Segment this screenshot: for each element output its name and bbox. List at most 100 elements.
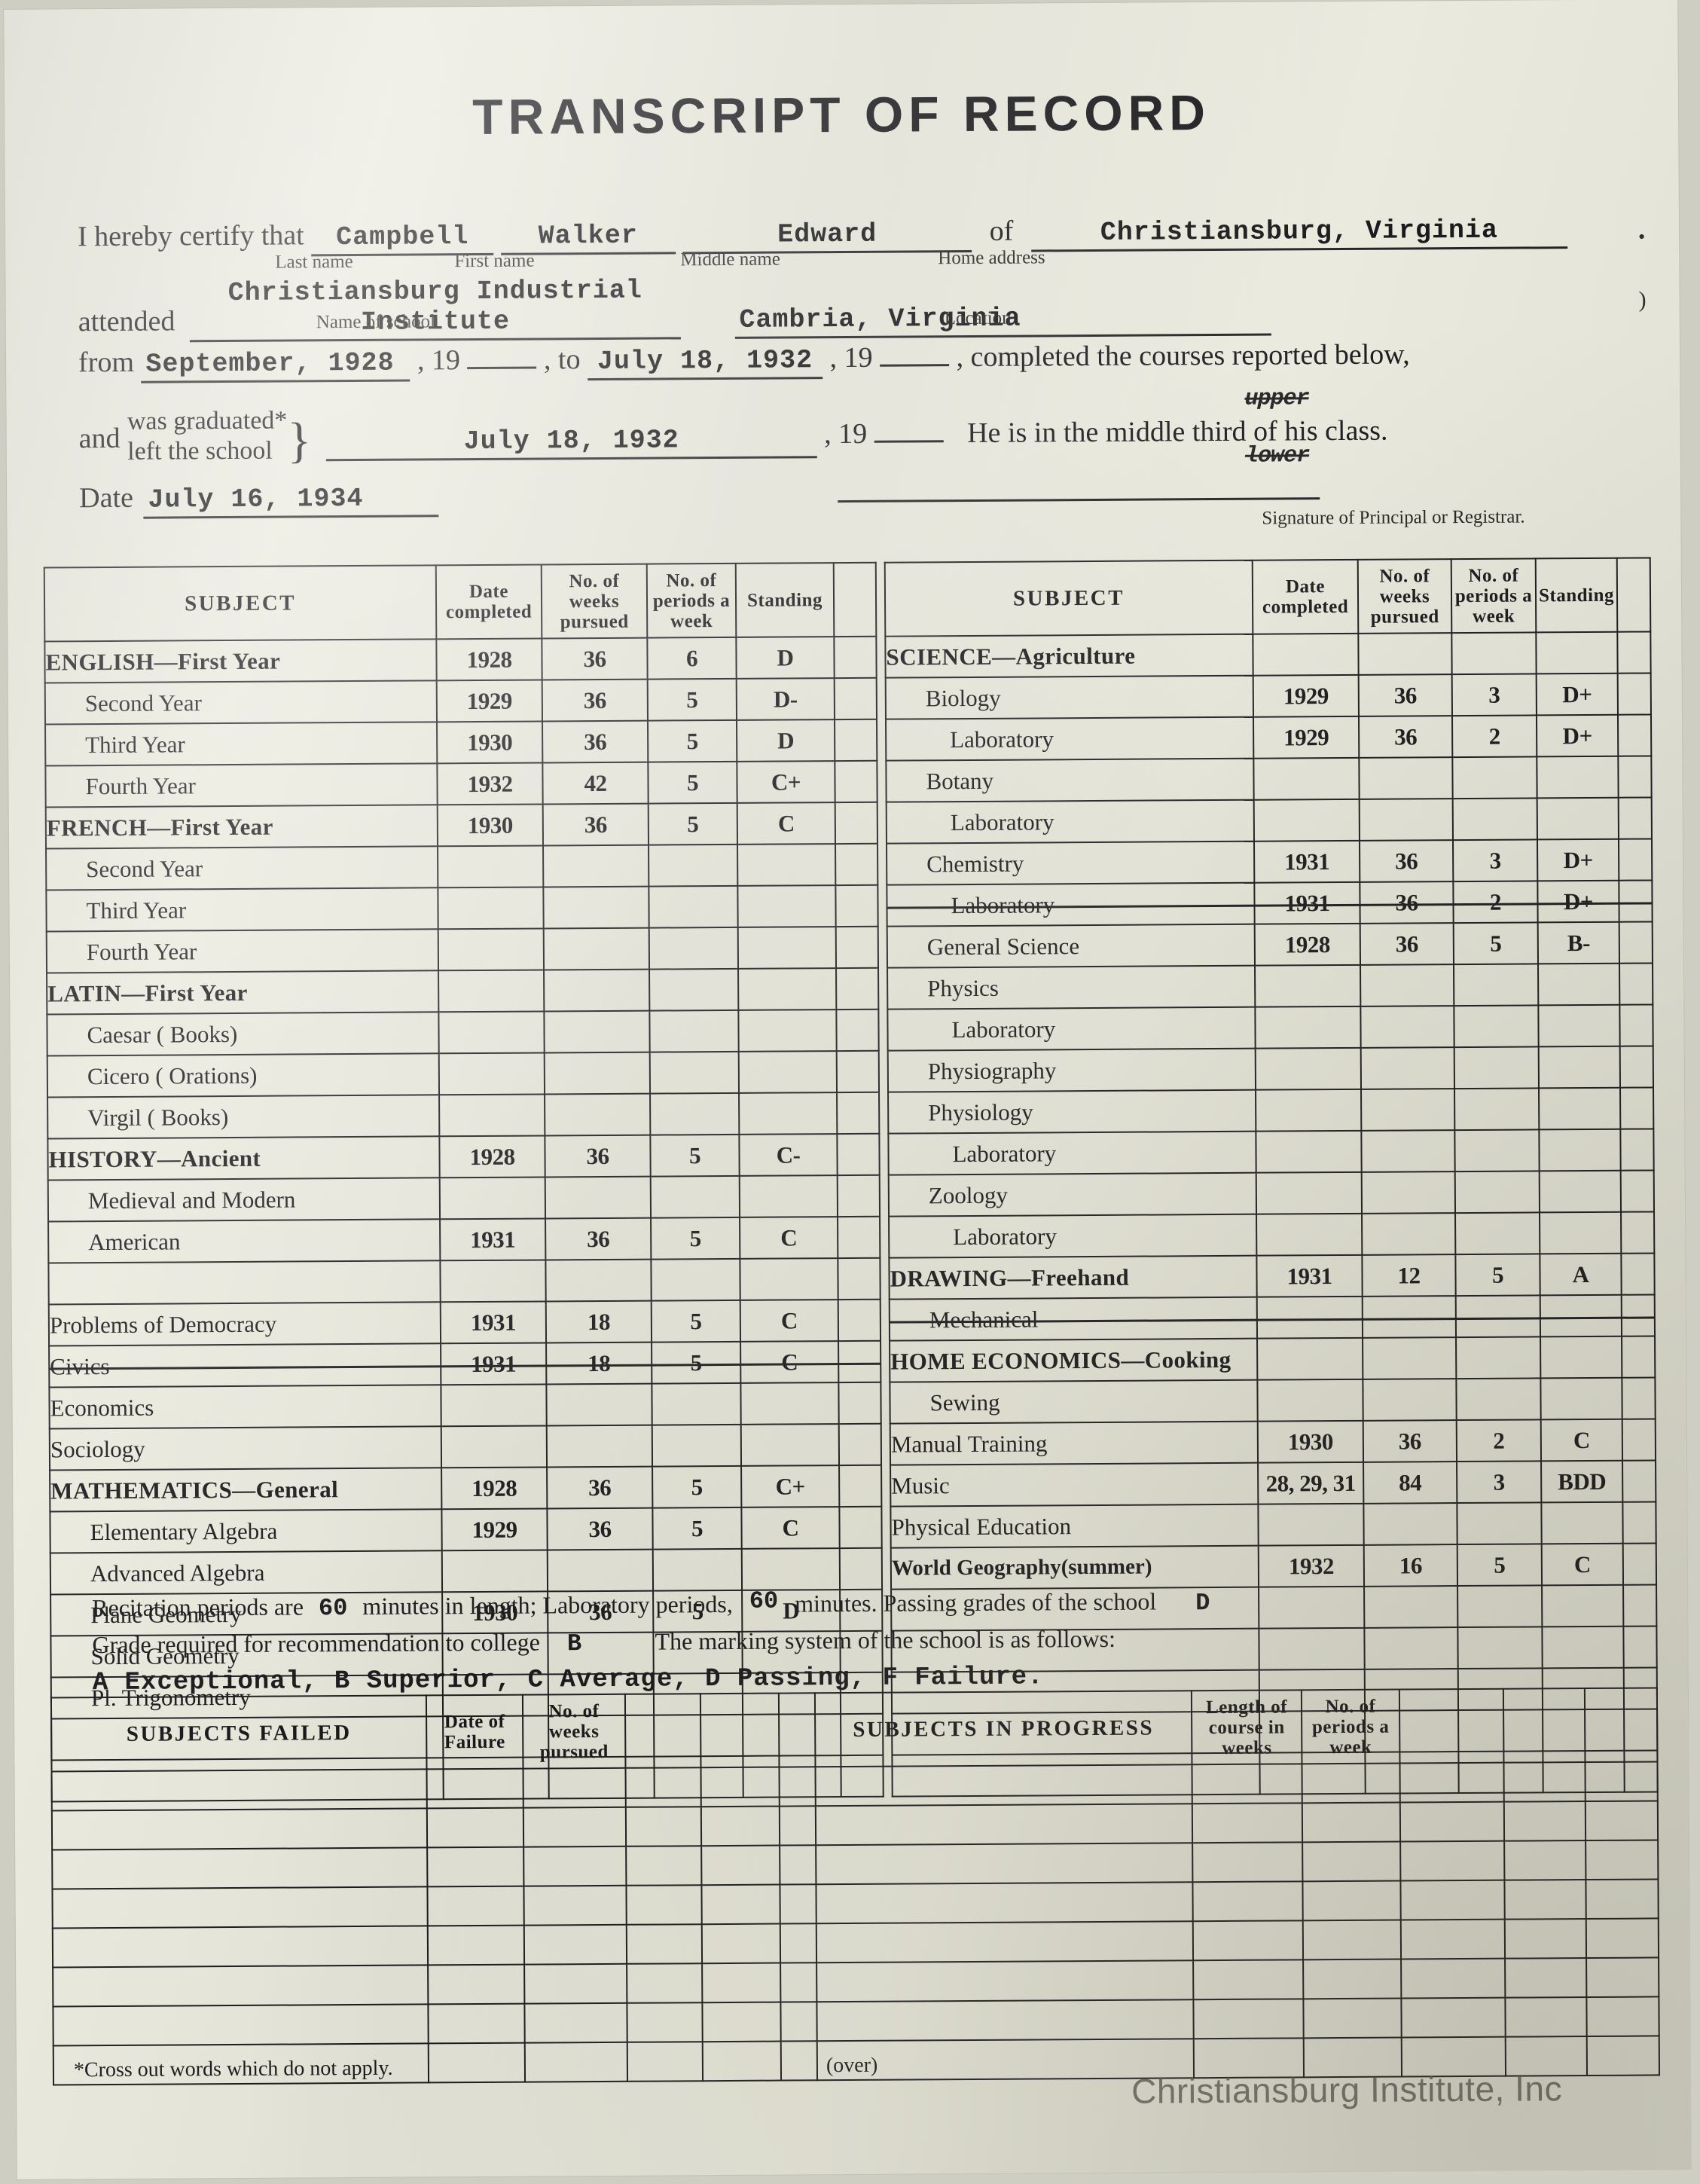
table-row[interactable]: Laboratory — [889, 1211, 1655, 1258]
cell-weeks-pursued — [1361, 1171, 1456, 1214]
table-row[interactable]: Biology 1929 36 3 D+ — [885, 673, 1651, 719]
table-row[interactable]: SCIENCE—Agriculture — [885, 631, 1651, 678]
table-row[interactable]: Fourth Year 1932 42 5 C+ — [45, 760, 877, 808]
table-row[interactable]: LATIN—First Year — [47, 967, 879, 1015]
table-row[interactable]: Physiology — [888, 1087, 1654, 1134]
table-row[interactable] — [48, 1257, 881, 1305]
cell-date-completed: 1928 — [441, 1467, 548, 1510]
cell-periods-week: 5 — [652, 1341, 741, 1384]
table-row[interactable]: Sewing — [890, 1377, 1656, 1424]
option-left-school[interactable]: left the school — [127, 436, 273, 466]
cell-empty — [1586, 1840, 1659, 1880]
table-row[interactable]: Physics — [887, 963, 1653, 1010]
table-row[interactable]: ENGLISH—First Year 1928 36 6 D — [44, 636, 877, 683]
cell-subject: Zoology — [888, 1172, 1257, 1217]
course-table-left-header: SUBJECT Date completed No. of weeks purs… — [44, 562, 877, 642]
cell-empty — [700, 1806, 780, 1846]
year-blank-2[interactable] — [879, 338, 950, 367]
graduated-options[interactable]: was graduated* left the school — [127, 406, 288, 467]
cell-periods-week — [651, 1258, 740, 1301]
table-row[interactable]: Laboratory — [887, 1004, 1653, 1051]
cell-empty — [1586, 1918, 1659, 1959]
table-row[interactable]: American 1931 36 5 C — [48, 1216, 881, 1263]
cell-empty — [779, 1767, 816, 1807]
cell-empty — [626, 1924, 703, 1964]
date-value-field[interactable]: July 16, 1934 — [143, 483, 439, 519]
option-was-graduated[interactable]: was graduated* — [127, 406, 288, 435]
table-row[interactable]: Zoology — [888, 1170, 1655, 1217]
cell-periods-week — [650, 1175, 740, 1218]
cell-date-completed: 1930 — [437, 804, 544, 847]
header-standing: Standing — [1535, 557, 1618, 633]
table-row[interactable]: Civics 1931 18 5 C — [49, 1340, 881, 1388]
table-row[interactable]: HOME ECONOMICS—Cooking — [890, 1336, 1656, 1382]
cell-date-completed — [438, 1052, 545, 1095]
table-row[interactable]: Sociology — [49, 1423, 882, 1471]
cell-empty — [700, 1767, 780, 1807]
table-row[interactable]: Third Year — [46, 884, 878, 932]
cell-subject: FRENCH—First Year — [45, 805, 438, 849]
table-row[interactable]: Second Year — [46, 843, 878, 890]
from-date-field[interactable]: September, 1928 — [141, 347, 411, 383]
home-address-field[interactable]: Christiansburg, Virginia — [1030, 215, 1568, 252]
caption-home-address: Home address — [938, 247, 1045, 269]
crossed-lower-word: lower — [1242, 443, 1312, 469]
cell-subject: HISTORY—Ancient — [47, 1136, 440, 1181]
table-row[interactable]: Mechanical — [889, 1294, 1656, 1341]
cell-spare — [1622, 1377, 1656, 1419]
table-row[interactable]: Cicero ( Orations) — [47, 1050, 880, 1098]
table-row[interactable]: DRAWING—Freehand 1931 12 5 A — [889, 1253, 1655, 1300]
cell-weeks-pursued: 18 — [546, 1342, 652, 1385]
cell-empty — [816, 1960, 1194, 2002]
table-row[interactable]: Laboratory 1929 36 2 D+ — [885, 714, 1652, 761]
table-row[interactable]: Second Year 1929 36 5 D- — [44, 677, 877, 725]
recitation-post-label: minutes. Passing grades of the school — [795, 1587, 1157, 1617]
to-date-field[interactable]: July 18, 1932 — [587, 345, 823, 381]
cell-date-completed: 1929 — [1253, 716, 1360, 759]
table-row[interactable]: Problems of Democracy 1931 18 5 C — [48, 1299, 881, 1346]
cell-spare — [837, 1174, 881, 1217]
cell-standing — [740, 1382, 839, 1425]
caption-last-name: Last name — [275, 251, 353, 273]
cell-empty — [1302, 1920, 1402, 1960]
table-row[interactable]: Physiography — [887, 1046, 1654, 1092]
cell-standing: D+ — [1536, 714, 1619, 757]
year-blank-3[interactable] — [874, 414, 944, 443]
table-row[interactable]: Elementary Algebra 1929 36 5 C — [50, 1506, 882, 1553]
table-row[interactable]: General Science 1928 36 5 B- — [887, 921, 1653, 968]
table-row[interactable]: Laboratory — [886, 797, 1652, 844]
cell-standing: C — [1540, 1419, 1623, 1462]
table-row[interactable]: FRENCH—First Year 1930 36 5 C — [45, 802, 878, 849]
table-row[interactable]: Music 28, 29, 31 84 3 BDD — [890, 1460, 1656, 1507]
cell-standing: BDD — [1541, 1460, 1623, 1503]
table-row[interactable]: MATHEMATICS—General 1928 36 5 C+ — [50, 1465, 882, 1512]
cell-weeks-pursued: 36 — [1358, 716, 1453, 758]
table-row[interactable]: Manual Training 1930 36 2 C — [890, 1419, 1656, 1465]
table-row[interactable]: Physical Education — [890, 1501, 1656, 1548]
cell-weeks-pursued — [546, 1425, 653, 1468]
signature-line[interactable] — [837, 472, 1320, 503]
table-row[interactable]: Medieval and Modern — [47, 1174, 881, 1222]
table-row[interactable]: HISTORY—Ancient 1928 36 5 C- — [47, 1133, 880, 1181]
cell-weeks-pursued: 42 — [542, 762, 649, 805]
table-row[interactable]: Economics — [49, 1382, 881, 1429]
cell-standing — [1540, 1294, 1622, 1337]
caption-first-name: First name — [454, 250, 535, 272]
cell-empty — [780, 2002, 817, 2042]
table-row[interactable]: Laboratory 1931 36 2 D+ — [887, 880, 1653, 927]
table-row[interactable]: Virgil ( Books) — [47, 1092, 880, 1139]
cell-standing — [1541, 1501, 1623, 1544]
cell-spare — [1619, 1046, 1654, 1088]
table-row[interactable]: Chemistry 1931 36 3 D+ — [887, 838, 1653, 885]
table-row[interactable]: Laboratory — [888, 1129, 1654, 1175]
cell-subject: Physical Education — [890, 1504, 1259, 1548]
year-blank-1[interactable] — [467, 341, 537, 370]
table-row[interactable]: Fourth Year — [46, 926, 879, 973]
graduation-date-field[interactable]: July 18, 1932 — [325, 424, 817, 462]
table-row[interactable]: Caesar ( Books) — [47, 1009, 879, 1056]
cell-subject: Second Year — [46, 846, 438, 890]
table-row[interactable]: Third Year 1930 36 5 D — [45, 719, 877, 766]
cell-empty — [1400, 1840, 1505, 1881]
table-row[interactable]: Botany — [886, 756, 1652, 802]
cell-periods-week — [1451, 632, 1537, 675]
